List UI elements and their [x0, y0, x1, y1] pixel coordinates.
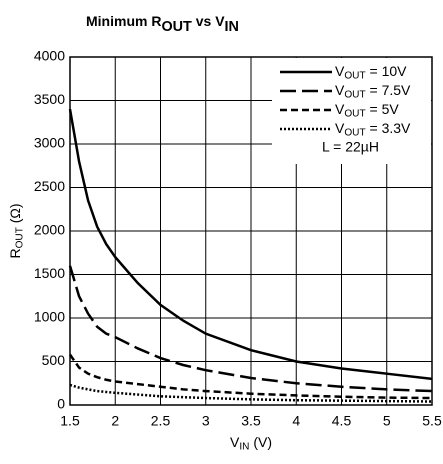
x-axis-label: VIN (V)	[230, 434, 272, 452]
legend-label: VOUT = 7.5V	[335, 82, 411, 100]
y-axis-label: ROUT (Ω)	[7, 203, 25, 258]
x-tick-label: 3.5	[241, 413, 261, 429]
x-tick-label: 5	[383, 413, 391, 429]
text-part: OUT	[344, 108, 365, 119]
y-tick-label: 1500	[34, 265, 65, 281]
text-part: OUT	[14, 227, 25, 248]
text-part: OUT	[161, 19, 192, 35]
legend-label: VOUT = 5V	[335, 101, 399, 119]
x-tick-label: 2	[111, 413, 119, 429]
annotation: L = 22µH	[322, 139, 379, 155]
text-part: OUT	[344, 127, 365, 138]
text-part: V	[335, 82, 345, 98]
x-tick-label: 2.5	[151, 413, 171, 429]
series-line	[68, 265, 433, 393]
text-part: vs V	[192, 13, 225, 29]
series-line	[68, 353, 433, 400]
x-tick-label: 3	[202, 413, 210, 429]
series-line	[68, 108, 433, 381]
x-tick-label: 4.5	[332, 413, 352, 429]
text-part: Minimum R	[86, 13, 161, 29]
y-tick-label: 3000	[34, 135, 65, 151]
text-part: V	[230, 434, 240, 450]
text-part: V	[335, 120, 345, 136]
x-tick-label: 5.5	[422, 413, 442, 429]
y-tick-label: 2500	[34, 178, 65, 194]
y-tick-label: 4000	[34, 48, 65, 64]
legend-box	[272, 58, 431, 164]
legend-label: VOUT = 3.3V	[335, 120, 411, 138]
legend-label: VOUT = 10V	[335, 63, 407, 81]
y-tick-label: 3500	[34, 91, 65, 107]
text-part: V	[335, 63, 345, 79]
text-part: OUT	[344, 70, 365, 81]
text-part: = 7.5V	[366, 82, 411, 98]
series-line	[69, 383, 433, 403]
text-part: V	[335, 101, 345, 117]
text-part: (V)	[249, 434, 272, 450]
y-tick-label: 500	[42, 352, 66, 368]
text-part: (Ω)	[7, 203, 23, 227]
text-part: = 3.3V	[366, 120, 411, 136]
text-part: IN	[239, 441, 249, 452]
plot-frame	[69, 56, 433, 406]
chart-title: Minimum ROUT vs VIN	[86, 13, 239, 35]
text-part: = 10V	[366, 63, 408, 79]
y-tick-label: 1000	[34, 309, 65, 325]
text-part: IN	[225, 19, 239, 35]
x-tick-label: 4	[292, 413, 300, 429]
x-tick-label: 1.5	[60, 413, 80, 429]
text-part: = 5V	[366, 101, 400, 117]
text-part: R	[7, 248, 23, 258]
y-tick-label: 0	[57, 396, 65, 412]
y-tick-label: 2000	[34, 222, 65, 238]
text-part: OUT	[344, 89, 365, 100]
